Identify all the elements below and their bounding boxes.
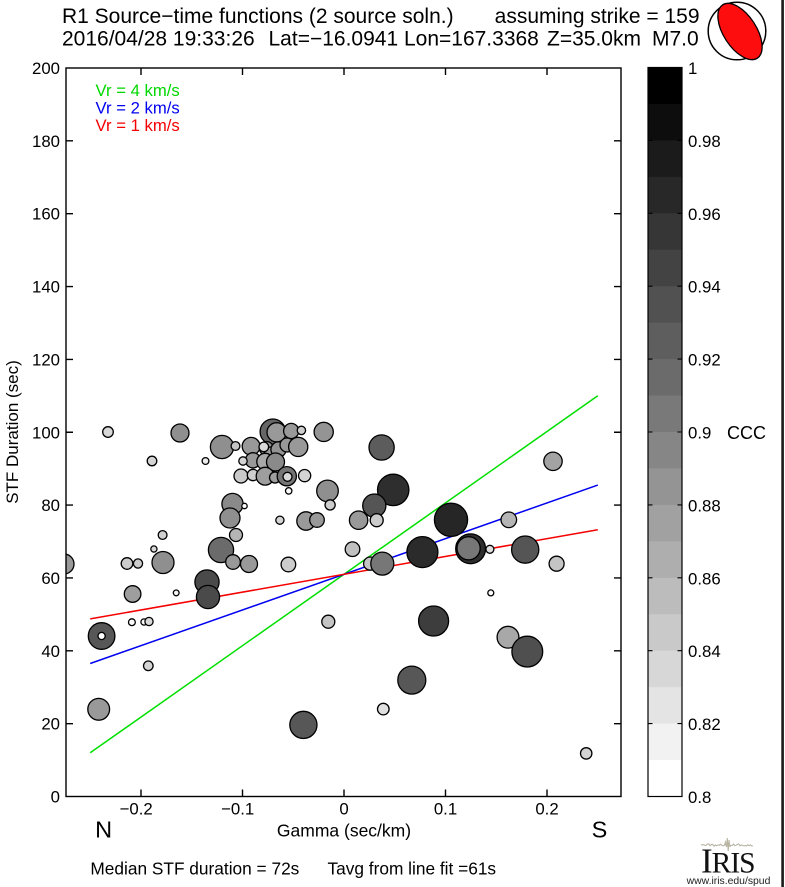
svg-text:0.1: 0.1 xyxy=(434,800,457,819)
svg-text:R1 Source−time functions (2 so: R1 Source−time functions (2 source soln.… xyxy=(62,5,454,28)
svg-text:0.86: 0.86 xyxy=(688,569,721,588)
svg-text:200: 200 xyxy=(32,59,60,78)
svg-text:160: 160 xyxy=(32,205,60,224)
svg-text:−0.2: −0.2 xyxy=(120,800,153,819)
svg-text:0.96: 0.96 xyxy=(688,205,721,224)
svg-text:IRIS: IRIS xyxy=(701,842,755,881)
svg-text:Vr = 1 km/s: Vr = 1 km/s xyxy=(96,116,180,135)
svg-text:0.98: 0.98 xyxy=(688,132,721,151)
svg-text:CCC: CCC xyxy=(727,423,766,443)
svg-text:140: 140 xyxy=(32,278,60,297)
svg-text:www.iris.edu/spud: www.iris.edu/spud xyxy=(686,876,771,887)
svg-text:Median STF duration = 72s: Median STF duration = 72s xyxy=(90,859,299,879)
svg-text:Tavg from line fit =61s: Tavg from line fit =61s xyxy=(328,859,497,879)
svg-text:40: 40 xyxy=(41,642,60,661)
svg-text:Vr = 2 km/s: Vr = 2 km/s xyxy=(96,99,180,118)
svg-text:20: 20 xyxy=(41,715,60,734)
svg-text:2016/04/28 19:33:26: 2016/04/28 19:33:26 xyxy=(62,28,255,51)
svg-text:−0.1: −0.1 xyxy=(221,800,254,819)
svg-text:60: 60 xyxy=(41,569,60,588)
svg-text:0.2: 0.2 xyxy=(535,800,558,819)
svg-text:Vr = 4 km/s: Vr = 4 km/s xyxy=(96,81,180,100)
svg-text:Lat=−16.0941 Lon=167.3368: Lat=−16.0941 Lon=167.3368 xyxy=(269,28,539,51)
svg-text:STF Duration (sec): STF Duration (sec) xyxy=(3,360,22,504)
svg-text:0.82: 0.82 xyxy=(688,715,721,734)
svg-text:180: 180 xyxy=(32,132,60,151)
svg-text:0: 0 xyxy=(339,800,348,819)
svg-text:0.88: 0.88 xyxy=(688,496,721,515)
svg-text:S: S xyxy=(592,817,608,843)
svg-text:120: 120 xyxy=(32,350,60,369)
svg-text:0.8: 0.8 xyxy=(688,788,711,807)
svg-text:0.84: 0.84 xyxy=(688,642,721,661)
svg-text:0.92: 0.92 xyxy=(688,351,721,370)
svg-text:0: 0 xyxy=(51,788,60,807)
svg-text:1: 1 xyxy=(688,59,697,78)
svg-text:N: N xyxy=(95,817,112,843)
svg-text:0.94: 0.94 xyxy=(688,278,721,297)
svg-text:Gamma (sec/km): Gamma (sec/km) xyxy=(277,821,411,841)
svg-text:0.9: 0.9 xyxy=(688,424,711,443)
svg-text:80: 80 xyxy=(41,496,60,515)
svg-text:100: 100 xyxy=(32,423,60,442)
svg-text:M7.0: M7.0 xyxy=(652,28,699,51)
svg-text:Z=35.0km: Z=35.0km xyxy=(547,28,641,51)
svg-text:assuming strike = 159: assuming strike = 159 xyxy=(495,5,700,28)
